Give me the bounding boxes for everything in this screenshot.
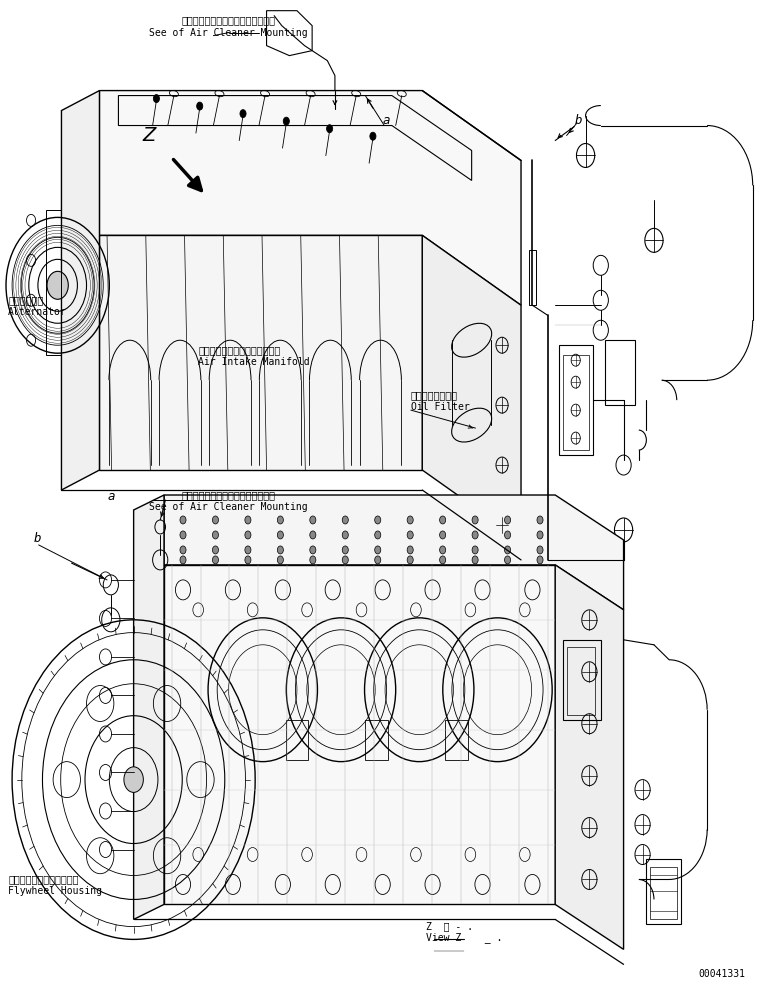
Text: Oil Filter: Oil Filter: [411, 402, 470, 412]
Circle shape: [537, 516, 543, 524]
Circle shape: [342, 531, 349, 539]
Circle shape: [537, 546, 543, 554]
Circle shape: [277, 546, 283, 554]
Circle shape: [505, 546, 511, 554]
Polygon shape: [164, 565, 556, 904]
Bar: [365, 720, 388, 760]
Circle shape: [196, 102, 202, 110]
Circle shape: [342, 516, 349, 524]
Text: a: a: [107, 490, 115, 503]
Text: a: a: [383, 114, 390, 127]
Text: See of Air Cleaner Mounting: See of Air Cleaner Mounting: [149, 502, 308, 512]
Circle shape: [472, 516, 478, 524]
Circle shape: [310, 556, 316, 564]
Text: Z  視 - .: Z 視 - .: [426, 921, 473, 931]
Text: オルタネータ: オルタネータ: [8, 295, 43, 305]
Circle shape: [407, 516, 413, 524]
Circle shape: [212, 531, 218, 539]
Circle shape: [537, 531, 543, 539]
Circle shape: [472, 546, 478, 554]
Circle shape: [407, 556, 413, 564]
Circle shape: [440, 546, 446, 554]
Circle shape: [310, 516, 316, 524]
Circle shape: [370, 132, 376, 140]
Circle shape: [180, 546, 186, 554]
Circle shape: [212, 546, 218, 554]
Circle shape: [472, 531, 478, 539]
Bar: [445, 720, 468, 760]
Circle shape: [212, 556, 218, 564]
Circle shape: [342, 556, 349, 564]
Text: Air Intake Manifold: Air Intake Manifold: [198, 357, 310, 367]
Circle shape: [374, 531, 380, 539]
Circle shape: [505, 556, 511, 564]
Circle shape: [283, 117, 289, 125]
Bar: [650, 867, 677, 919]
Circle shape: [374, 556, 380, 564]
Text: エアーインテークマニホールド: エアーインテークマニホールド: [198, 345, 281, 355]
Text: 00041331: 00041331: [698, 969, 745, 979]
Polygon shape: [100, 91, 521, 305]
Bar: [563, 355, 589, 450]
Text: フライホイールハウジング: フライホイールハウジング: [8, 874, 79, 884]
Circle shape: [310, 531, 316, 539]
Circle shape: [124, 767, 143, 792]
Text: エアークリーナマウンティング参照: エアークリーナマウンティング参照: [182, 16, 275, 26]
Circle shape: [374, 546, 380, 554]
Circle shape: [180, 556, 186, 564]
Polygon shape: [100, 235, 422, 470]
Bar: [285, 720, 308, 760]
Text: Alternator: Alternator: [8, 307, 67, 317]
Text: b: b: [575, 114, 581, 127]
Circle shape: [472, 556, 478, 564]
Circle shape: [180, 516, 186, 524]
Bar: [646, 859, 680, 924]
Circle shape: [505, 516, 511, 524]
Circle shape: [374, 516, 380, 524]
Circle shape: [407, 531, 413, 539]
Circle shape: [245, 516, 251, 524]
Bar: [563, 640, 600, 720]
Circle shape: [245, 556, 251, 564]
Polygon shape: [62, 91, 100, 490]
Circle shape: [47, 271, 68, 299]
Circle shape: [212, 516, 218, 524]
Bar: [604, 340, 635, 405]
Bar: [559, 345, 593, 455]
Bar: [529, 250, 537, 305]
Bar: [567, 647, 595, 715]
Circle shape: [277, 516, 283, 524]
Circle shape: [277, 531, 283, 539]
Circle shape: [154, 95, 160, 103]
Circle shape: [440, 556, 446, 564]
Circle shape: [326, 125, 333, 133]
Circle shape: [277, 556, 283, 564]
Circle shape: [240, 110, 246, 118]
Circle shape: [440, 531, 446, 539]
Text: Z: Z: [142, 126, 155, 145]
Text: View Z    _ .: View Z _ .: [426, 932, 502, 943]
Circle shape: [342, 546, 349, 554]
Circle shape: [407, 546, 413, 554]
Circle shape: [537, 556, 543, 564]
Circle shape: [245, 531, 251, 539]
Circle shape: [180, 531, 186, 539]
Text: b: b: [33, 532, 41, 545]
Polygon shape: [422, 235, 521, 540]
Circle shape: [440, 516, 446, 524]
Circle shape: [310, 546, 316, 554]
Text: エアークリーナマウンティング参照: エアークリーナマウンティング参照: [182, 490, 275, 500]
Text: オイルフィルター: オイルフィルター: [411, 390, 458, 400]
Circle shape: [505, 531, 511, 539]
Polygon shape: [164, 495, 623, 610]
Text: See of Air Cleaner Mounting: See of Air Cleaner Mounting: [149, 28, 308, 38]
Polygon shape: [134, 495, 164, 919]
Polygon shape: [556, 565, 623, 949]
Text: Flywheel Housing: Flywheel Housing: [8, 886, 102, 896]
Circle shape: [245, 546, 251, 554]
